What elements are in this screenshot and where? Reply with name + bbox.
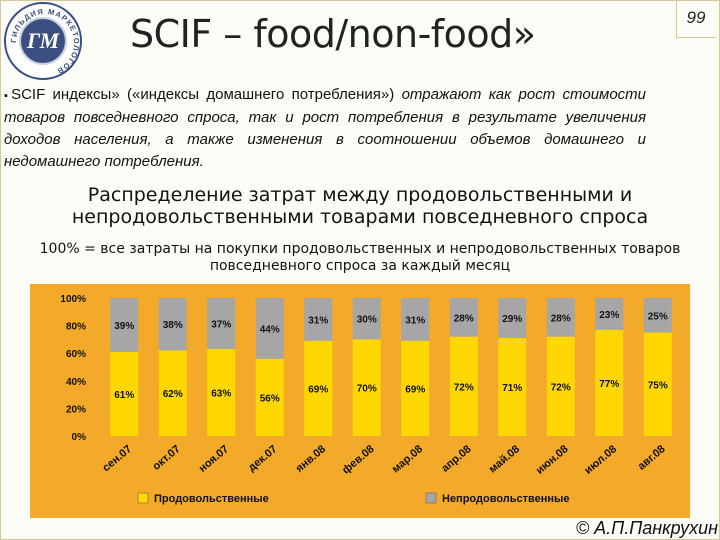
stacked-bar-chart: 100% 80% 60% 40% 20% 0% 61% 39% сен.07 62% 38% окт.… [60,294,672,505]
x-tick-label: июн.08 [534,443,571,477]
bar-nonfood [595,298,624,330]
x-tick-label: окт.07 [150,443,182,473]
x-tick-label: ноя.07 [197,443,231,475]
intro-text-lead: SCIF индексы» («индексы домашнего потреб… [11,86,402,103]
data-label-nonfood: 31% [308,315,328,326]
data-label-nonfood: 23% [599,310,619,321]
bar-nonfood [207,298,236,350]
chart-area: 100% 80% 60% 40% 20% 0% 61% 39% сен.07 62% 38% окт.… [30,284,690,518]
bar-nonfood [401,298,430,341]
chart-heading: Распределение затрат между продовольстве… [71,184,649,228]
bar-food [546,336,575,436]
x-tick-label: сен.07 [100,443,134,474]
data-label-nonfood: 28% [454,313,474,324]
bar-food [643,332,672,436]
bullet-icon: ▪ [4,90,12,102]
bar-nonfood [110,298,139,352]
data-label-food: 72% [551,382,571,393]
y-tick-label: 0% [72,432,87,443]
data-label-nonfood: 25% [648,311,668,322]
bar-food [110,351,139,436]
data-label-food: 75% [648,380,668,391]
x-tick-label: июл.08 [582,443,619,477]
bar-nonfood [255,298,284,359]
data-label-food: 69% [405,384,425,395]
bar-food [498,338,527,436]
bar-nonfood [498,298,527,339]
legend-swatch-food [137,492,149,504]
chart-note: 100% = все затраты на покупки продовольс… [39,241,681,274]
bar-food [595,329,624,436]
bar-food [158,350,187,436]
y-tick-label: 100% [60,294,86,305]
logo-emblem: ГМ [19,17,67,65]
legend-label-nonfood: Непродовольственные [442,493,570,505]
data-label-nonfood: 30% [357,315,377,326]
legend-label-food: Продовольственные [154,493,269,505]
data-label-food: 61% [114,390,134,401]
data-label-food: 63% [211,389,231,400]
intro-text-emphasis: отражают как рост стоимости товаров повс… [4,86,646,170]
data-label-food: 62% [163,389,183,400]
data-label-food: 56% [260,393,280,404]
x-tick-label: авг.08 [636,443,668,473]
slide-number-box [676,0,716,38]
data-label-food: 71% [502,383,522,394]
data-label-nonfood: 28% [551,313,571,324]
y-tick-label: 80% [66,322,86,333]
y-tick-label: 40% [66,377,86,388]
data-label-nonfood: 29% [502,314,522,325]
data-label-nonfood: 37% [211,320,231,331]
y-tick-label: 60% [66,349,86,360]
data-label-nonfood: 31% [405,315,425,326]
legend-swatch-nonfood [425,492,437,504]
data-label-nonfood: 39% [114,321,134,332]
data-label-food: 69% [308,384,328,395]
bar-food [352,339,381,436]
data-label-nonfood: 38% [163,320,183,331]
x-tick-label: дек.07 [246,443,280,474]
bar-nonfood [158,298,187,351]
data-label-food: 70% [357,384,377,395]
bar-food [207,349,236,436]
intro-paragraph: ▪SCIF индексы» («индексы домашнего потре… [4,84,646,173]
x-tick-label: апр.08 [439,443,473,475]
slide-number: 99 [686,8,706,27]
logo-monogram: ГМ [26,28,60,53]
bar-food [449,336,478,436]
x-tick-label: мар.08 [390,443,425,475]
bar-nonfood [449,298,478,337]
copyright-text: © А.П.Панкрухин [575,518,718,538]
x-tick-label: фев.08 [340,443,377,476]
bar-food [401,340,430,436]
data-label-nonfood: 44% [260,324,280,335]
data-label-food: 72% [454,382,474,393]
y-tick-label: 20% [66,404,86,415]
guild-logo: ГИЛЬДИЯ МАРКЕТОЛОГОВ ГМ [4,2,82,80]
bar-nonfood [304,298,333,341]
page-title: SCIF – food/non-food» [130,12,536,56]
data-label-food: 77% [599,379,619,390]
bar-food [304,340,333,436]
x-tick-label: янв.08 [294,443,329,475]
bar-nonfood [352,298,381,340]
bar-nonfood [546,298,575,337]
bar-nonfood [643,298,672,333]
x-tick-label: май.08 [487,443,522,475]
bar-food [255,358,284,436]
